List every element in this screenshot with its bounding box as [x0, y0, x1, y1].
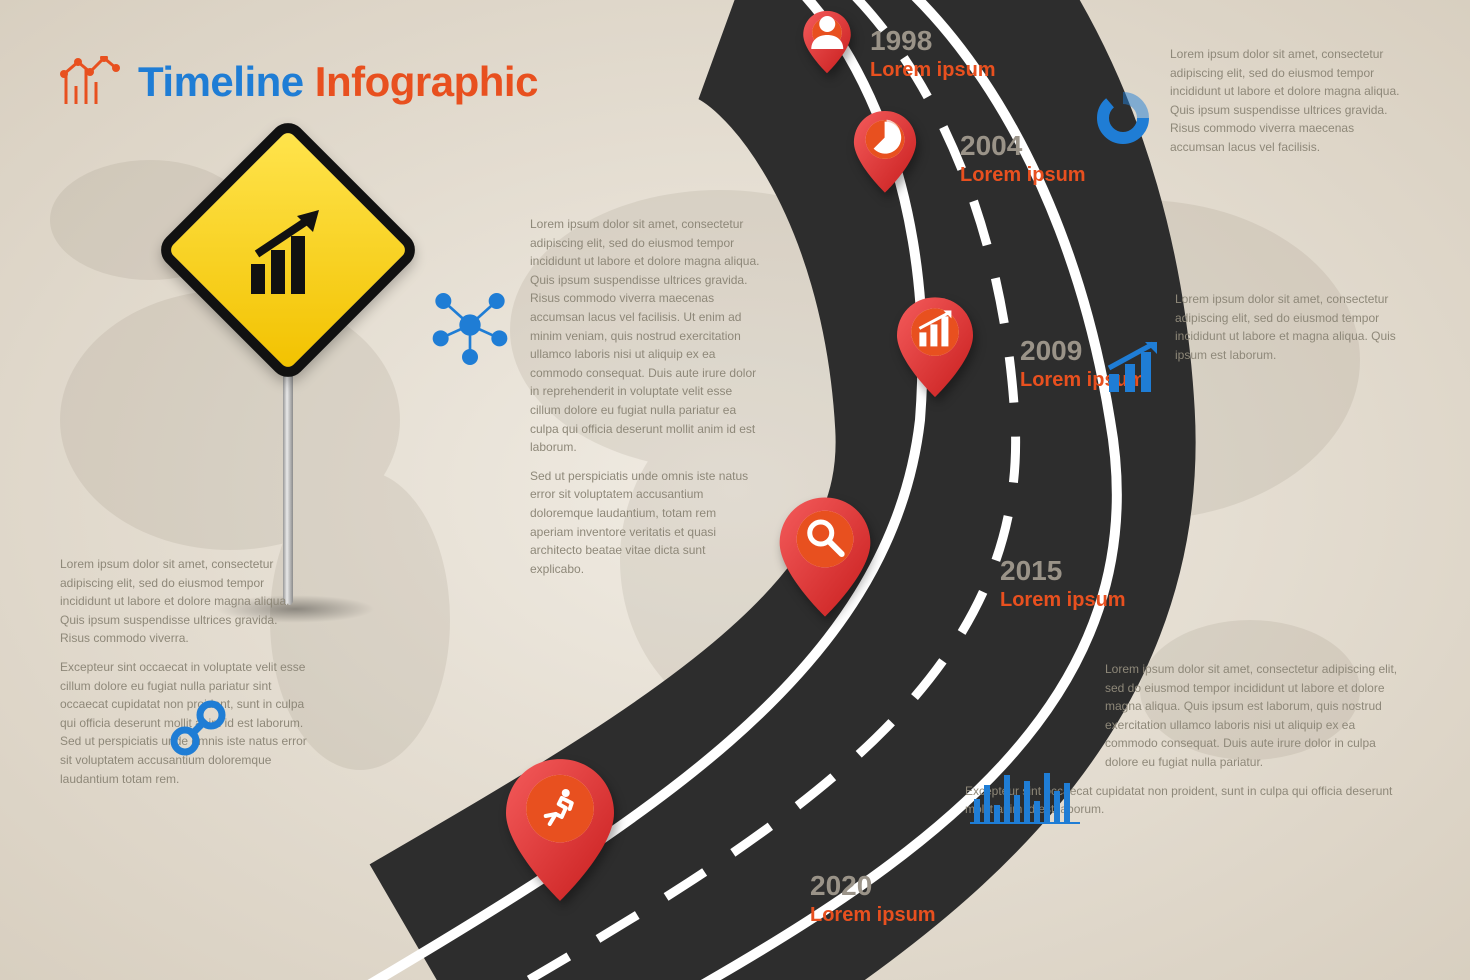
milestone-year: 2004	[960, 130, 1086, 162]
pie-chart-icon	[865, 118, 905, 158]
milestone-label: 2004 Lorem ipsum	[960, 130, 1086, 187]
donut-icon	[1095, 90, 1151, 146]
network-icon	[430, 285, 510, 365]
text-block: Lorem ipsum dolor sit amet, consectetur …	[430, 215, 760, 588]
runner-icon	[540, 786, 580, 826]
bar-chart-icon	[915, 310, 955, 350]
body-paragraph: Lorem ipsum dolor sit amet, consectetur …	[60, 555, 310, 648]
milestone-subtitle: Lorem ipsum	[960, 164, 1086, 187]
milestone-label: 2015 Lorem ipsum	[1000, 555, 1126, 612]
title-block: Timeline Infographic	[60, 56, 538, 108]
milestone-year: 2015	[1000, 555, 1126, 587]
body-paragraph: Lorem ipsum dolor sit amet, consectetur …	[530, 215, 760, 457]
body-paragraph: Lorem ipsum dolor sit amet, consectetur …	[1175, 290, 1405, 364]
map-pin	[853, 109, 918, 195]
stage: Timeline Infographic	[0, 0, 1470, 980]
page-title: Timeline Infographic	[138, 58, 538, 106]
title-word-1: Timeline	[138, 58, 304, 105]
body-paragraph: Lorem ipsum dolor sit amet, consectetur …	[1170, 45, 1410, 157]
milestone-label: 1998 Lorem ipsum	[870, 25, 996, 82]
user-icon	[807, 11, 847, 51]
map-pin	[895, 294, 974, 400]
milestone-subtitle: Lorem ipsum	[810, 904, 936, 927]
milestone-year: 1998	[870, 25, 996, 57]
milestone-subtitle: Lorem ipsum	[1000, 589, 1126, 612]
line-chart-icon	[60, 56, 120, 108]
map-pin	[802, 9, 852, 75]
map-pin	[778, 494, 873, 620]
text-block: Lorem ipsum dolor sit amet, consectetur …	[60, 555, 310, 798]
bar-growth-blue-icon	[1105, 340, 1161, 396]
map-pin	[504, 755, 617, 905]
milestone-label: 2020 Lorem ipsum	[810, 870, 936, 927]
body-paragraph: Sed ut perspiciatis unde omnis iste natu…	[530, 467, 760, 579]
search-icon	[805, 517, 845, 557]
milestone-subtitle: Lorem ipsum	[870, 59, 996, 82]
milestone-year: 2020	[810, 870, 936, 902]
title-word-2: Infographic	[315, 58, 538, 105]
bar-growth-icon	[245, 210, 335, 300]
link-icon	[170, 700, 226, 756]
column-chart-icon	[970, 740, 1080, 850]
